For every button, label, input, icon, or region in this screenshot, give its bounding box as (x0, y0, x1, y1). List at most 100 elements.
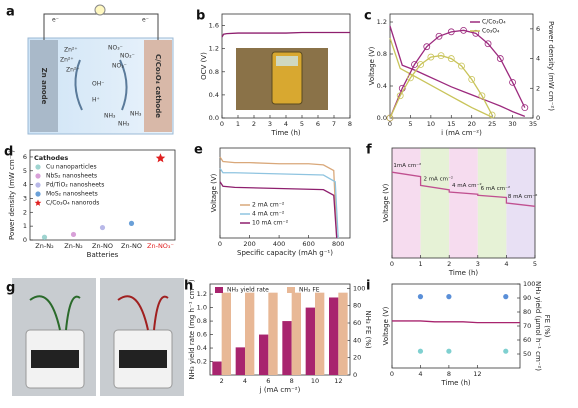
y2-tick-label: 6 (536, 25, 540, 33)
x-axis-label: Specific capacity (mAh g⁻¹) (237, 249, 333, 257)
x-tick-label: 20 (468, 120, 476, 128)
point (417, 61, 425, 68)
photos (12, 278, 184, 396)
y-tick-label: 1 (23, 222, 27, 230)
x-tick-label: 4 (243, 377, 247, 385)
point (509, 78, 516, 86)
legend-swatch (34, 199, 42, 206)
bar (259, 334, 269, 375)
legend-swatch (215, 287, 223, 293)
cathode (144, 40, 172, 132)
band (477, 148, 507, 258)
label: NO₃⁻ (112, 63, 127, 70)
legend-label: 10 mA cm⁻² (252, 220, 289, 227)
point (417, 294, 424, 300)
point (70, 231, 77, 238)
x-tick-label: 35 (529, 120, 537, 128)
screen (276, 56, 298, 66)
band (449, 148, 478, 258)
series-line (389, 25, 526, 118)
x-tick-label: 4 (418, 370, 422, 378)
legend-label: 2 mA cm⁻² (252, 202, 285, 209)
point (417, 348, 424, 354)
y-tick-label: 1.0 (197, 304, 207, 312)
legend-swatch (287, 287, 295, 293)
point (396, 92, 404, 100)
panel-label: c (364, 9, 372, 24)
panel-label: i (366, 279, 370, 294)
y-tick-label: 0.0 (377, 114, 387, 122)
legend-label: Cu nanoparticles (46, 164, 97, 171)
series-line (219, 167, 339, 239)
panel-label: b (196, 9, 205, 24)
y2-tick-label: 80 (353, 302, 361, 310)
y2-tick-label: 40 (353, 336, 361, 344)
x-tick-label: Zn-NO₃⁻ (147, 242, 174, 250)
y-tick-label: 0.8 (209, 68, 219, 76)
y-tick-label: 2 (23, 208, 27, 216)
y-tick-label: 5 (23, 167, 27, 175)
point (460, 26, 467, 34)
y2-tick-label: 2 (536, 84, 540, 92)
bar (291, 292, 301, 375)
x-tick-label: 200 (243, 240, 255, 248)
y-axis-label: Voltage (V) (382, 306, 390, 345)
legend-swatch (35, 164, 41, 170)
legend-swatch (35, 191, 41, 197)
point (478, 92, 486, 100)
y-tick-label: 1.6 (209, 22, 219, 30)
legend-label: C/Co₃O₄ (482, 19, 506, 26)
bar (315, 292, 325, 375)
y2-tick-label: 50 (523, 350, 531, 358)
label: H⁺ (92, 97, 100, 104)
point (435, 32, 443, 40)
y-axis-label: Power density (mW cm⁻²) (8, 150, 16, 240)
y-tick-label: 0.4 (377, 82, 387, 90)
point (447, 55, 455, 62)
point (503, 348, 509, 354)
y-tick-label: 0.4 (197, 344, 207, 352)
legend-label: MoS₂ nanosheets (46, 191, 98, 198)
x-tick-label: 0 (390, 370, 394, 378)
plot-frame (389, 13, 534, 119)
plot-frame (209, 283, 351, 376)
bar (245, 292, 255, 375)
label: Zn²⁺ (64, 47, 78, 54)
y2-axis-label: NH₃ FE (%) (364, 310, 372, 349)
y-tick-label: 0 (23, 236, 27, 244)
series-line (389, 54, 493, 119)
x-tick-label: Zn-N₂ (35, 242, 54, 250)
bar (268, 292, 278, 375)
y-axis-label: Voltage (V) (210, 173, 218, 212)
plot-frame (391, 147, 536, 259)
plot-frame (219, 147, 351, 239)
x-tick-label: 5 (300, 120, 304, 128)
point (427, 53, 435, 61)
point (446, 348, 452, 354)
x-tick-label: 600 (302, 240, 314, 248)
schematic: e⁻ e⁻ Zn anode C/Co₃O₄ cathode Zn²⁺ Zn²⁺… (27, 4, 174, 135)
y2-axis-label: Power density (mW cm⁻²) (547, 21, 555, 111)
arrow (119, 59, 128, 111)
panel-label: h (184, 279, 193, 294)
x-tick-label: 4 (284, 120, 288, 128)
legend-label: C/Co₃O₄ nanorods (46, 200, 99, 207)
y-tick-label: 0.0 (209, 114, 219, 122)
panel-label: g (6, 281, 15, 296)
x-tick-label: 8 (348, 120, 352, 128)
label: NO₂⁻ (120, 53, 135, 60)
arrow (74, 59, 83, 111)
x-tick-label: 8 (290, 377, 294, 385)
wires (29, 295, 81, 331)
point (423, 43, 431, 51)
annotation: 1mA cm⁻² (393, 162, 421, 169)
label: NH₃ (118, 121, 130, 128)
x-axis-label: Batteries (87, 251, 119, 259)
y2-tick-label: 60 (353, 319, 361, 327)
y-tick-label: 0.8 (197, 317, 207, 325)
y2-tick-label: 100 (523, 280, 535, 288)
y2-tick-label: 80 (523, 308, 531, 316)
legend-label: NH₃ yield rate (227, 287, 269, 294)
y2-tick-label: 20 (353, 354, 361, 362)
